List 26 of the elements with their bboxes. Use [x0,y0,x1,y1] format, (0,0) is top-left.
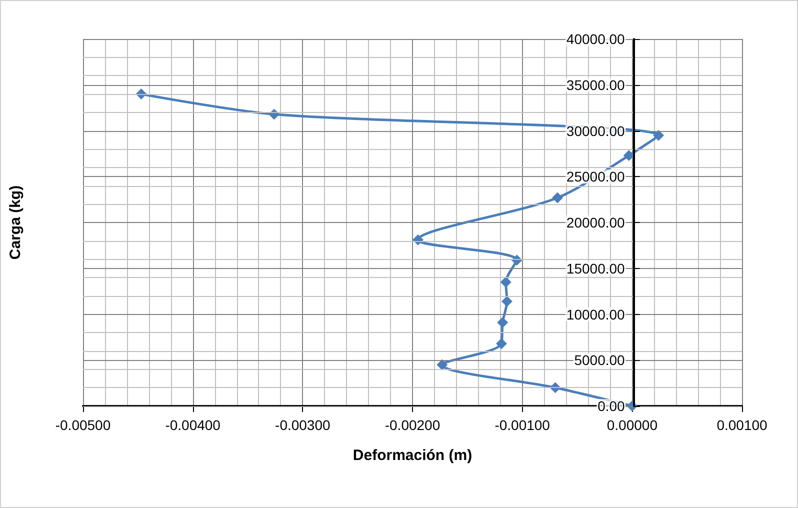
x-tick-label: 0.00100 [716,417,768,433]
point [496,338,507,350]
point [497,317,508,328]
point [653,130,664,141]
x-tick-label: -0.00100 [494,417,550,433]
x-axis-title: Deformación (m) [352,447,472,464]
x-tick-label: -0.00200 [384,417,440,433]
y-tick-label: 5000.00 [574,352,626,368]
y-tick-label: 10000.00 [566,306,626,322]
point [500,276,512,288]
y-tick-label: 0.00 [598,398,626,414]
x-tick-label: -0.00500 [55,417,111,433]
point [623,150,634,162]
y-tick-label: 40000.00 [566,31,626,47]
y-tick-label: 35000.00 [566,76,626,93]
y-tick-label: 30000.00 [566,122,626,139]
x-tick-label: 0.00000 [606,417,658,433]
x-tick-label: -0.00300 [275,417,331,433]
y-axis-title: Carga (kg) [7,185,24,260]
point [436,359,448,370]
y-tick-label: 20000.00 [566,214,626,230]
point [501,296,512,307]
y-tick-label: 25000.00 [566,168,626,185]
x-tick-label: -0.00400 [165,417,221,433]
point [552,192,563,204]
y-tick-label: 15000.00 [566,260,626,276]
